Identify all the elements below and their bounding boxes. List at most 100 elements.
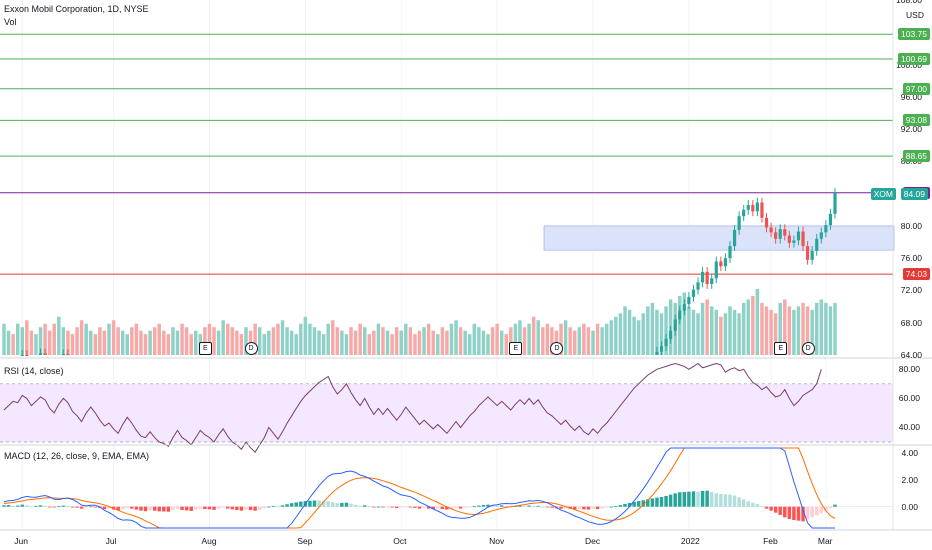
volume-bar [623,306,627,355]
horizontal-levels[interactable] [0,33,893,275]
support-zone[interactable] [543,225,895,251]
volume-bar [399,330,403,355]
volume-bar [120,330,125,355]
macd-hist-bar [755,504,760,507]
macd-legend[interactable]: MACD (12, 26, close, 9, EMA, EMA) [4,451,149,461]
volume-bar [659,313,664,355]
volume-bar [253,323,257,355]
volume-bar [267,330,271,355]
volume-bar [499,330,504,355]
volume-bar [98,327,102,355]
price-tick: 108.00 [896,0,922,5]
volume-bar [577,327,582,355]
candle-body [801,231,805,247]
macd-hist-bar [481,505,486,507]
symbol-tag: XOM [870,188,896,200]
dividend-badge[interactable]: D [801,342,815,355]
volume-bar [130,327,134,355]
volume-bar [751,295,755,355]
volume-bar [682,292,687,355]
macd-hist-bar [344,502,349,507]
volume-bar [207,323,212,355]
volume-bar [408,327,413,355]
volume-bar [773,313,778,355]
candle-body [833,192,837,214]
macd-hist-bar [819,506,824,514]
candle-body [61,354,65,356]
last-price-tag: 84.09 [900,188,928,200]
macd-hist-bar [737,497,741,507]
macd-hist-bar [321,500,326,507]
macd-hist-bar [212,506,216,510]
candle-body [769,227,773,233]
rsi-pane [0,362,893,453]
macd-hist-bar [207,506,212,510]
macd-hist-bar [125,506,130,508]
rsi-legend[interactable]: RSI (14, close) [4,366,64,376]
candle-body [25,355,29,356]
macd-hist-bar [408,506,413,508]
volume-bar [559,323,563,355]
macd-hist-bar [20,504,24,507]
rsi-tick: 40.00 [898,422,920,433]
earnings-badge[interactable]: E [509,342,523,355]
macd-hist-bar [34,505,38,507]
volume-bar [152,327,157,355]
volume-bar [436,334,440,355]
candle-body [819,232,823,239]
macd-hist-bar [783,506,787,518]
macd-hist-bar [486,504,490,507]
volume-bar [509,327,513,355]
macd-hist-bar [431,506,435,510]
macd-hist-bar [267,506,271,508]
volume-bar [815,302,819,355]
volume-bar [467,334,472,355]
volume-bar [312,327,317,355]
earnings-badge[interactable]: E [774,342,788,355]
volume-bar [25,320,29,355]
price-tick: 92.00 [900,124,922,135]
volume-bar [632,316,636,355]
macd-hist-bar [299,501,303,507]
candle-body [655,351,659,355]
dividend-badge[interactable]: D [244,342,258,355]
price-tick: 96.00 [900,91,922,102]
dividend-badge[interactable]: D [550,342,564,355]
volume-bar [93,334,98,355]
volume-bar [591,330,595,355]
candle-body [815,238,819,251]
volume-bar [216,330,221,355]
candle-body [810,250,814,260]
volume-bar [641,313,645,355]
pane-dividers[interactable] [0,0,932,531]
volume-bar [691,309,696,355]
volume-bar [180,323,184,355]
macd-hist-bar [417,506,422,509]
macd-hist-bar [376,506,381,508]
volume-bar [481,330,486,355]
macd-hist-bar [659,497,664,507]
time-tick: Feb [763,536,778,546]
symbol-legend[interactable]: Exxon Mobil Corporation, 1D, NYSE [4,4,149,14]
macd-hist-bar [216,506,221,509]
candle-body [710,278,714,284]
volume-bar [595,323,600,355]
macd-hist-bar [184,506,189,511]
macd-hist-bar [550,506,554,508]
candle-body [764,217,769,228]
volume-legend[interactable]: Vol [4,17,17,27]
macd-hist-bar [289,503,294,507]
candle-body [732,229,737,247]
volume-bar [6,330,11,355]
volume-bar [664,306,668,355]
macd-hist-bar [714,493,719,507]
macd-hist-bar [582,506,586,510]
volume-bar [563,320,568,355]
currency-label[interactable]: USD [906,10,924,20]
volume-bar [636,320,641,355]
macd-hist-bar [120,506,125,510]
macd-hist-bar [162,506,166,512]
earnings-badge[interactable]: E [198,342,212,355]
